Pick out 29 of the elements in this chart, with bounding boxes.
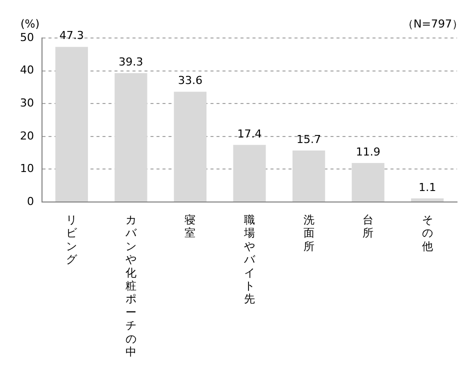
text: （N=797） [402, 17, 463, 30]
x-tick-label: その他 [422, 213, 433, 253]
bar [292, 150, 326, 202]
data-label: 11.9 [356, 145, 380, 158]
bar [411, 198, 444, 202]
x-tick-label: 職場やバイト先 [243, 213, 256, 306]
y-tick-label: 50 [20, 30, 34, 44]
data-label: 17.4 [237, 127, 262, 140]
data-label: 15.7 [296, 132, 322, 146]
y-tick-label: 30 [20, 96, 34, 110]
x-tick-label: 寝室 [184, 213, 196, 240]
category-label: カバンや化粧ポーチの中 [125, 213, 136, 358]
y-axis-title: (%) [20, 17, 40, 30]
y-tick-label: 20 [20, 129, 34, 142]
bar [174, 92, 207, 202]
data-label: 47.3 [59, 29, 84, 42]
x-tick-label: 洗面所 [303, 213, 314, 253]
bar [55, 46, 88, 202]
bar [114, 73, 148, 202]
x-tick-label: リビング [66, 213, 78, 266]
y-tick-label: 40 [20, 64, 34, 77]
data-label: 39.3 [118, 55, 144, 68]
bar [233, 144, 266, 202]
x-tick-label: 台所 [362, 213, 374, 240]
bar [352, 162, 384, 202]
y-tick-label: 10 [20, 162, 34, 176]
data-label: 33.6 [178, 74, 202, 88]
data-label: 1.1 [418, 180, 436, 194]
y-tick-label: 0 [26, 194, 34, 208]
